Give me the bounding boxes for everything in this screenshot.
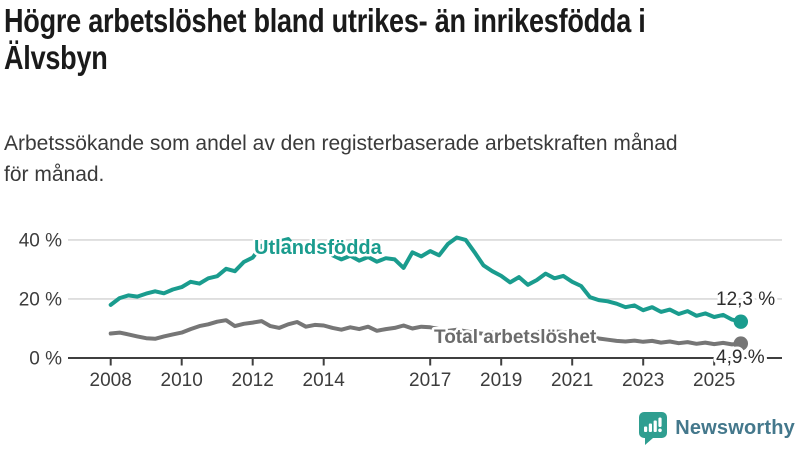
title-line-2: Älvsbyn (4, 39, 108, 76)
series-end-value-label: 12,3 % (716, 289, 775, 310)
y-axis-tick-label: 0 % (29, 349, 62, 370)
x-axis-tick-label: 2008 (90, 370, 132, 391)
series-label: Utlandsfödda (254, 237, 383, 259)
newsworthy-speech-bubble-bar-chart-icon (639, 412, 668, 445)
subtitle-line-1: Arbetssökande som andel av den registerb… (4, 132, 678, 155)
title-line-1: Högre arbetslöshet bland utrikes- än inr… (4, 2, 646, 39)
series-end-value-label: 4,9 % (716, 347, 765, 368)
subtitle-line-2: för månad. (4, 163, 105, 186)
brand-name: Newsworthy (675, 417, 795, 439)
x-axis-tick-label: 2025 (693, 370, 735, 391)
chart-subtitle: Arbetssökande som andel av den registerb… (4, 128, 678, 190)
x-axis-tick-label: 2017 (409, 370, 451, 391)
y-axis-tick-label: 20 % (19, 289, 62, 310)
y-axis-tick-label: 40 % (19, 230, 62, 251)
series-end-dot (733, 336, 749, 351)
series-end-dot (733, 314, 749, 329)
newsworthy-logo[interactable]: Newsworthy (637, 411, 795, 446)
x-axis-tick-label: 2014 (303, 370, 346, 391)
x-axis-tick-label: 2023 (622, 370, 664, 391)
series-line-total (108, 318, 743, 347)
x-axis-tick-label: 2010 (161, 370, 203, 391)
series-label: Total arbetslöshet (434, 327, 597, 348)
series-line-utlandsfodda (108, 235, 743, 324)
x-axis-tick-label: 2019 (480, 370, 522, 391)
x-axis-tick-label: 2021 (551, 370, 593, 391)
line-chart: 0 % 20 % 40 % 2008 2010 2012 2014 2017 2019 2021 2… (19, 230, 782, 391)
x-axis-tick-label: 2012 (232, 370, 274, 391)
page-title: Högre arbetslöshet bland utrikes- än inr… (4, 2, 646, 76)
